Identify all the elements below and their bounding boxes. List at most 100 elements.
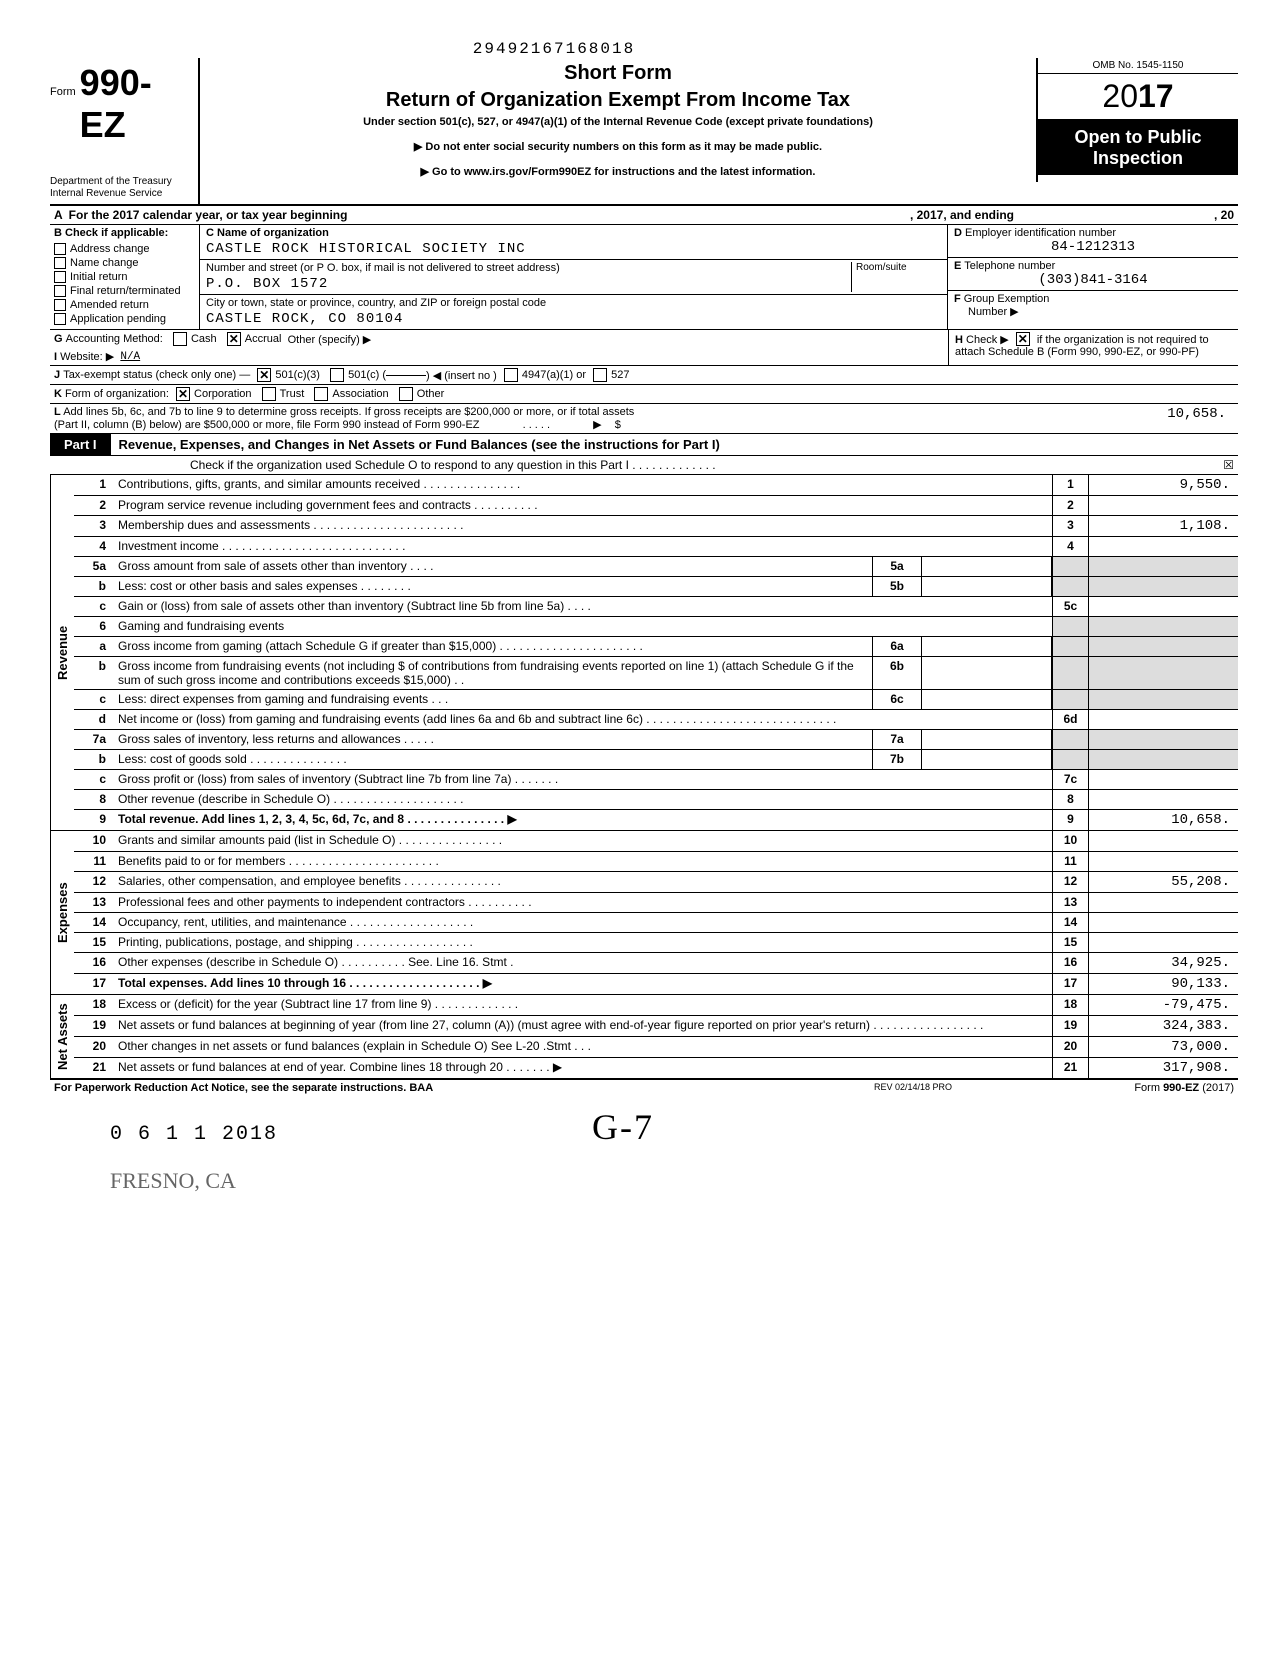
row-l-dots: . . . . . [523,419,551,431]
checkbox-amended[interactable] [54,299,66,311]
opt-other-org: Other [417,388,445,400]
checkbox-corp[interactable]: ✕ [176,387,190,401]
city-label: City or town, state or province, country… [206,297,941,309]
line-7b-val [1088,750,1238,769]
line-7a-box [1052,730,1088,749]
line-1-desc: Contributions, gifts, grants, and simila… [114,475,1052,495]
checkbox-501c[interactable] [330,368,344,382]
room-label: Room/suite [851,262,941,292]
checkbox-cash[interactable] [173,332,187,346]
side-expenses: Expenses [50,831,74,994]
row-l-arrow: ▶ [593,419,601,431]
row-a: A For the 2017 calendar year, or tax yea… [50,206,1238,225]
line-1-box: 1 [1052,475,1088,495]
part-1-table: Revenue 1Contributions, gifts, grants, a… [50,475,1238,1080]
line-5a-desc: Gross amount from sale of assets other t… [114,557,872,576]
line-15-box: 15 [1052,933,1088,952]
org-name: CASTLE ROCK HISTORICAL SOCIETY INC [206,241,941,257]
line-18-desc: Excess or (deficit) for the year (Subtra… [114,995,1052,1015]
checkbox-assoc[interactable] [314,387,328,401]
line-5a-val [1088,557,1238,576]
opt-527: 527 [611,369,629,381]
line-13-desc: Professional fees and other payments to … [114,893,1052,912]
checkbox-527[interactable] [593,368,607,382]
line-5b-desc: Less: cost or other basis and sales expe… [114,577,872,596]
line-9-desc: Total revenue. Add lines 1, 2, 3, 4, 5c,… [114,810,1052,830]
checkbox-final[interactable] [54,285,66,297]
line-16-val: 34,925. [1088,953,1238,973]
line-6c-num: c [74,690,114,709]
line-6d-box: 6d [1052,710,1088,729]
label-f: F [954,293,961,305]
line-6-val [1088,617,1238,636]
line-20-box: 20 [1052,1037,1088,1057]
line-1-val: 9,550. [1088,475,1238,495]
label-c: C [206,227,214,239]
footer-mid: REV 02/14/18 PRO [874,1082,1054,1094]
opt-501c3: 501(c)(3) [275,369,320,381]
line-5b-mid: 5b [872,577,922,596]
footer-left: For Paperwork Reduction Act Notice, see … [54,1082,874,1094]
label-k: K [54,388,62,400]
checkbox-trust[interactable] [262,387,276,401]
line-7c-val [1088,770,1238,789]
line-6-num: 6 [74,617,114,636]
checkbox-address[interactable] [54,243,66,255]
ein-value: 84-1212313 [954,239,1232,255]
line-7b-desc: Less: cost of goods sold . . . . . . . .… [114,750,872,769]
line-6d-num: d [74,710,114,729]
website-label: Website: ▶ [60,350,114,363]
form-number: 990-EZ [80,62,190,146]
row-a-end: , 20 [1214,208,1234,222]
line-14-desc: Occupancy, rent, utilities, and maintena… [114,913,1052,932]
line-6d-val [1088,710,1238,729]
opt-corp: Corporation [194,388,251,400]
footer-form: Form 990-EZ (2017) [1134,1082,1234,1094]
line-5a-box [1052,557,1088,576]
accounting-method-label: Accounting Method: [66,333,163,345]
checkbox-initial[interactable] [54,271,66,283]
line-6-box [1052,617,1088,636]
line-10-num: 10 [74,831,114,851]
form-header: Form 990-EZ Department of the Treasury I… [50,58,1238,206]
line-6b-desc: Gross income from fundraising events (no… [114,657,872,689]
line-5b-box [1052,577,1088,596]
line-6a-val [1088,637,1238,656]
line-5c-box: 5c [1052,597,1088,616]
line-7a-num: 7a [74,730,114,749]
checkbox-name[interactable] [54,257,66,269]
line-9-num: 9 [74,810,114,830]
line-2-desc: Program service revenue including govern… [114,496,1052,515]
col-def: D Employer identification number 84-1212… [948,225,1238,329]
checkbox-501c3[interactable]: ✕ [257,368,271,382]
line-9-val: 10,658. [1088,810,1238,830]
omb-number: OMB No. 1545-1150 [1038,58,1238,74]
row-a-mid: , 2017, and ending [910,208,1014,222]
checkbox-schedule-b[interactable]: ✕ [1016,332,1030,346]
part-1-checkbox[interactable]: ☒ [1214,458,1234,472]
line-6c-midval [922,690,1052,709]
line-10-val [1088,831,1238,851]
checkbox-other-org[interactable] [399,387,413,401]
open-to-public: Open to Public Inspection [1038,121,1238,175]
label-l: L [54,406,61,418]
line-14-num: 14 [74,913,114,932]
opt-501c: 501(c) ( [348,369,386,381]
line-6c-val [1088,690,1238,709]
line-17-num: 17 [74,974,114,994]
line-6-desc: Gaming and fundraising events [114,617,1052,636]
line-5b-num: b [74,577,114,596]
line-16-num: 16 [74,953,114,973]
other-method-label: Other (specify) ▶ [288,333,372,346]
checkbox-accrual[interactable]: ✕ [227,332,241,346]
line-7b-num: b [74,750,114,769]
stamp-g7: G-7 [592,1106,654,1148]
line-7a-desc: Gross sales of inventory, less returns a… [114,730,872,749]
label-b: B [54,227,62,239]
checkbox-pending[interactable] [54,313,66,325]
line-4-val [1088,537,1238,556]
checkbox-4947[interactable] [504,368,518,382]
line-5c-desc: Gain or (loss) from sale of assets other… [114,597,1052,616]
line-3-box: 3 [1052,516,1088,536]
line-6a-mid: 6a [872,637,922,656]
